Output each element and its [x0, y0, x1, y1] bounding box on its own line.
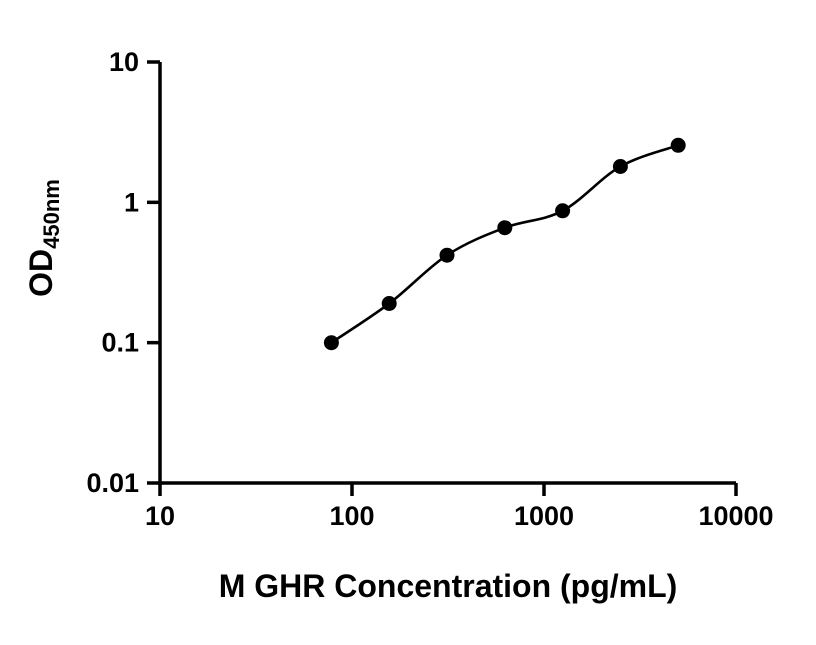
data-point [439, 247, 455, 263]
data-point [612, 159, 628, 174]
x-tick-label: 100 [329, 501, 374, 531]
data-point [670, 137, 686, 153]
y-tick-label: 0.1 [101, 328, 139, 358]
y-tick-label: 10 [109, 47, 139, 77]
x-tick-label: 10000 [698, 501, 773, 531]
y-axis-title-subscript: 450nm [39, 179, 64, 249]
x-axis-title: M GHR Concentration (pg/mL) [219, 568, 678, 604]
fit-line [330, 144, 679, 344]
data-point [323, 335, 339, 351]
y-axis-title: OD450nm [23, 179, 64, 297]
data-point [497, 220, 513, 236]
y-tick-label: 1 [124, 187, 139, 217]
x-tick-label: 1000 [514, 501, 574, 531]
x-tick-label: 10 [145, 501, 175, 531]
data-point [381, 296, 397, 311]
y-tick-label: 0.01 [86, 468, 139, 498]
data-point [555, 203, 571, 219]
